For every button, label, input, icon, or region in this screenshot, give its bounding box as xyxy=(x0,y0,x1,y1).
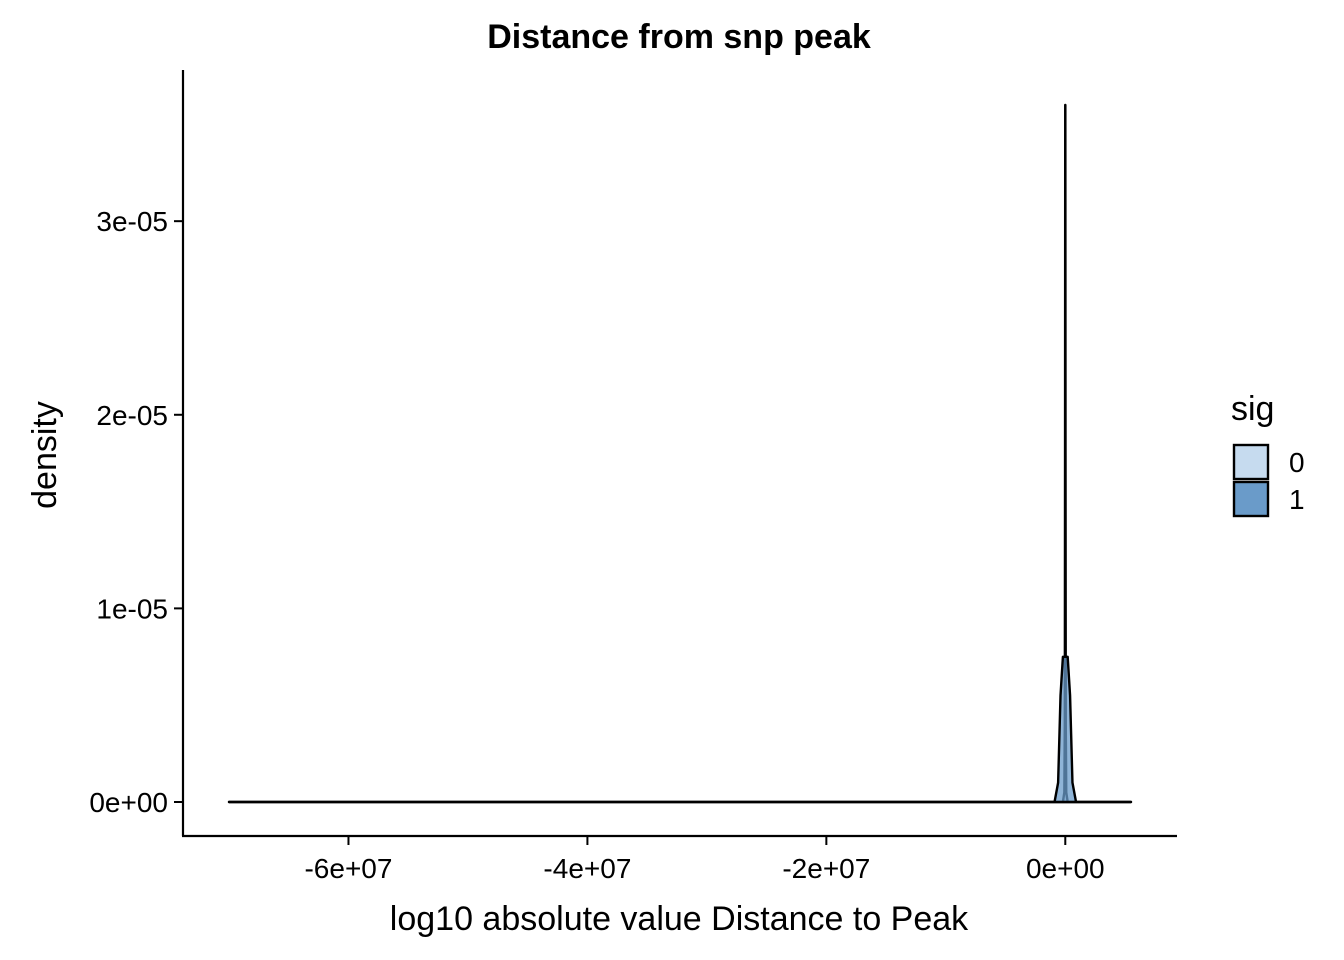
x-tick-label: -4e+07 xyxy=(543,853,631,884)
x-axis-title: log10 absolute value Distance to Peak xyxy=(390,900,969,938)
chart-title: Distance from snp peak xyxy=(487,18,871,56)
legend-swatch-0 xyxy=(1232,443,1270,481)
x-ticks: -6e+07 -4e+07 -2e+07 0e+00 xyxy=(304,836,1105,884)
density-area-sig-1 xyxy=(227,655,1133,804)
x-tick-label: 0e+00 xyxy=(1026,853,1105,884)
legend: sig 01 xyxy=(1231,390,1305,518)
density-area-sig-0 xyxy=(227,103,1133,804)
x-tick-label: -2e+07 xyxy=(782,853,870,884)
legend-title: sig xyxy=(1231,390,1274,428)
legend-label-1: 1 xyxy=(1289,484,1305,515)
y-tick-label: 1e-05 xyxy=(96,593,168,624)
y-tick-label: 0e+00 xyxy=(89,787,168,818)
y-ticks: 0e+00 1e-05 2e-05 3e-05 xyxy=(89,206,183,818)
plot-series xyxy=(227,103,1133,804)
legend-swatch-1 xyxy=(1232,480,1270,518)
y-axis-title: density xyxy=(26,401,64,509)
legend-entries: 01 xyxy=(1232,443,1305,518)
x-tick-label: -6e+07 xyxy=(304,853,392,884)
legend-label-0: 0 xyxy=(1289,447,1305,478)
y-tick-label: 2e-05 xyxy=(96,400,168,431)
y-tick-label: 3e-05 xyxy=(96,206,168,237)
